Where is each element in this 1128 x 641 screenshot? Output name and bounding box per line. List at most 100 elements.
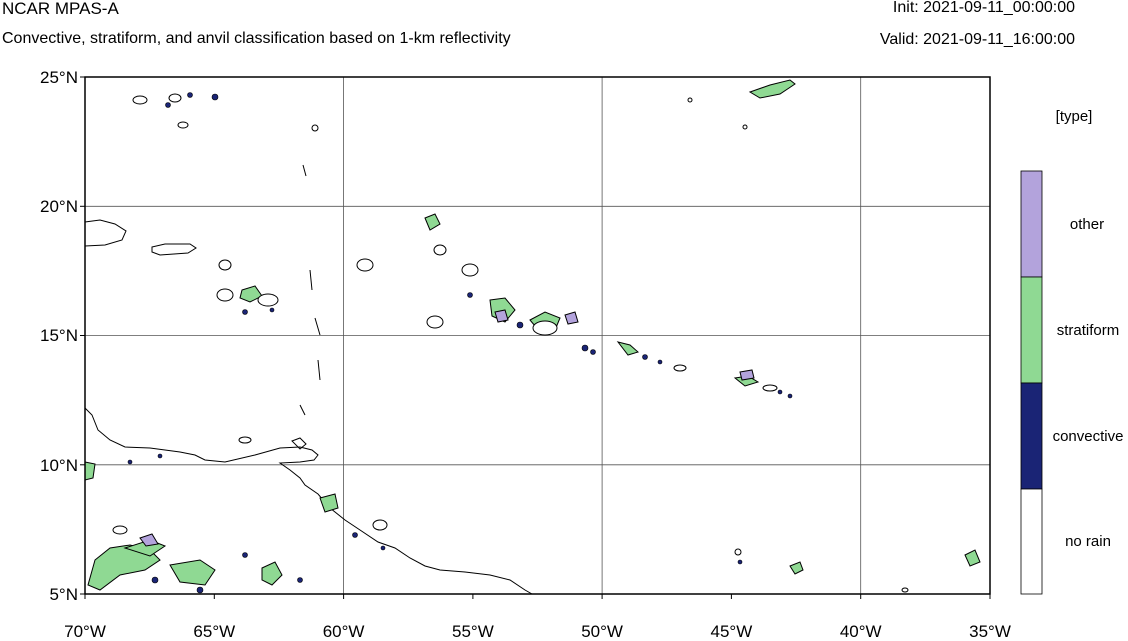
lat-label: 5°N [49,585,78,604]
map-subtitle: Convective, stratiform, and anvil classi… [2,30,511,47]
other-cell [739,369,755,381]
legend-label-no-rain: no rain [1065,533,1111,550]
convective-cell [737,559,743,565]
light-rain-contour [257,293,279,307]
convective-cell [242,552,248,558]
convective-cell [242,309,248,315]
light-rain-contour [218,259,232,271]
valid-time: Valid: 2021-09-11_16:00:00 [879,31,1075,48]
lon-label: 55°W [452,622,494,641]
light-rain-contour [762,384,778,392]
convective-cell [380,545,386,551]
convective-cell [467,292,473,298]
light-rain-contour [426,315,444,329]
stratiform-cell [616,341,640,356]
gridlines [85,77,990,594]
stratiform-cell [261,561,283,586]
convective-cell [297,577,303,583]
convective-cell [516,321,524,329]
other-cell [494,309,509,323]
south-america-north-coast [84,407,533,595]
stratiform-cell [319,493,339,513]
legend-swatch-other [1020,170,1043,278]
lat-label: 15°N [40,326,78,345]
stratiform-cell [964,549,981,567]
light-rain-contour [168,93,182,103]
convective-cell [165,102,171,108]
legend-swatch-convective [1020,382,1043,490]
convective-cell [777,389,783,395]
convective-cell [787,393,793,399]
legend-label-other: other [1070,216,1104,233]
lat-label: 25°N [40,68,78,87]
other-cell [139,533,159,547]
puerto-rico-hispaniola-coast [84,219,127,247]
convective-cell [590,349,596,355]
lat-label: 20°N [40,197,78,216]
light-rain-contour [673,364,687,372]
stratiform-cell [169,559,216,586]
lon-label: 60°W [323,622,365,641]
lat-label: 10°N [40,456,78,475]
convective-cell [127,459,133,465]
convective-cell [211,93,219,101]
light-rain-contour [311,124,319,132]
legend-label-stratiform: stratiform [1057,322,1120,339]
coastlines [84,164,533,595]
legend-swatch-stratiform [1020,276,1043,384]
light-rain-contour [112,525,128,535]
lon-label: 50°W [581,622,623,641]
convective-cell [269,307,275,313]
legend-title: [type] [1056,108,1093,125]
lon-labels: 70°W 65°W 60°W 55°W 50°W 45°W 40°W 35°W [64,622,1011,641]
trinidad-coast [291,437,307,450]
convective-cell [657,359,663,365]
convective-cell [642,354,648,360]
convective-cell [187,92,193,98]
lon-label: 40°W [840,622,882,641]
light-rain-contour [461,263,479,277]
lesser-antilles-chain [299,164,321,416]
stratiform-cell [84,461,96,481]
light-rain-contour [372,519,388,531]
init-time: Init: 2021-09-11_00:00:00 [892,0,1075,16]
stratiform-cell [789,561,804,575]
legend-colorbar [1020,170,1043,595]
stratiform-cell [87,544,161,591]
convective-cell [581,344,589,352]
light-rain-contour [901,587,909,593]
light-rain-contour [687,97,693,103]
light-rain-contour [742,124,748,130]
other-cells [139,309,755,547]
axis-ticks [80,76,991,599]
convective-cells [127,92,793,594]
light-rain-contour [734,548,742,556]
light-rain-contour [532,320,558,336]
light-rain-contours [112,93,909,593]
light-rain-contour [356,258,374,272]
legend-labels: other stratiform convective no rain [1053,216,1124,550]
light-rain-contour [177,121,189,129]
lon-label: 35°W [969,622,1011,641]
stratiform-cell [748,79,796,99]
legend-label-convective: convective [1053,428,1124,445]
stratiform-cell [239,285,263,303]
lon-label: 70°W [64,622,106,641]
other-cell [564,311,579,325]
legend-swatch-no-rain [1020,488,1043,595]
lon-label: 45°W [711,622,753,641]
convective-cell [196,586,204,594]
light-rain-contour [132,95,148,105]
light-rain-contour [216,288,234,302]
lat-labels: 25°N 20°N 15°N 10°N 5°N [40,68,78,604]
puerto-rico-coast [151,243,197,256]
convective-cell [157,453,163,459]
stratiform-cell [424,213,441,231]
lon-label: 65°W [193,622,235,641]
map-title: NCAR MPAS-A [2,0,119,18]
light-rain-contour [238,436,252,444]
convective-cell [151,576,159,584]
light-rain-contour [433,244,447,256]
convective-cell [352,532,358,538]
